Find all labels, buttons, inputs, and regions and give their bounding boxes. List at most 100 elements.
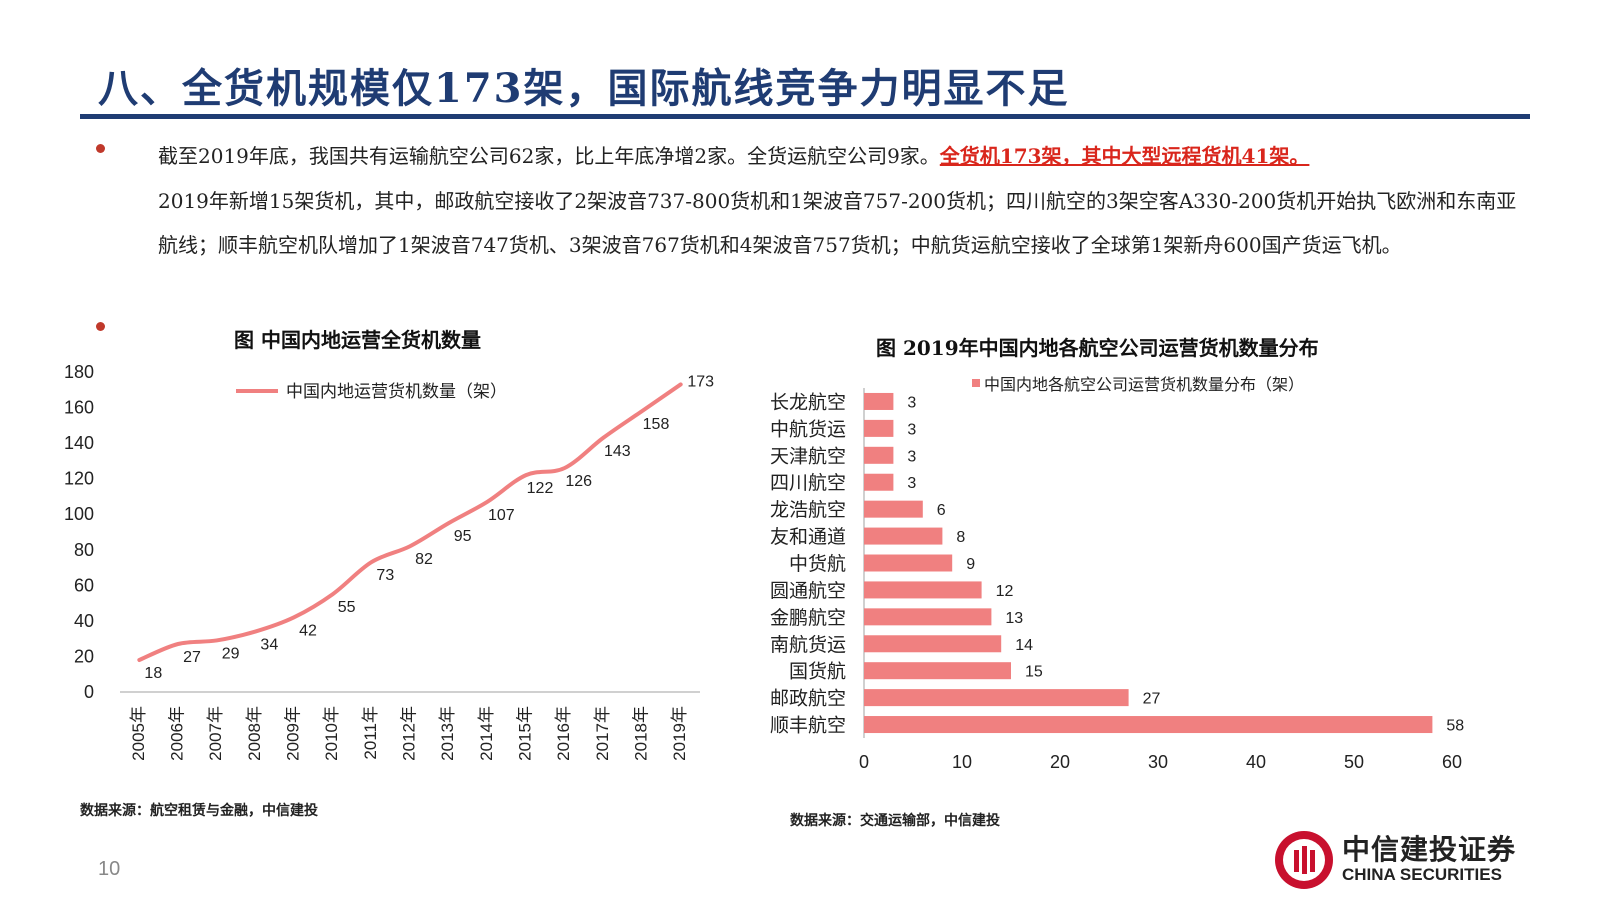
category-label: 金鹏航空: [770, 607, 846, 629]
y-tick-label: 100: [64, 504, 94, 524]
company-logo: 中信建投证券 CHINA SECURITIES: [1272, 828, 1516, 892]
x-tick-label: 2019年: [670, 706, 689, 761]
x-tick-label: 30: [1148, 752, 1168, 772]
y-tick-label: 120: [64, 469, 94, 489]
left-chart-title: 图 中国内地运营全货机数量: [234, 328, 481, 352]
bar: [864, 392, 894, 410]
body-highlight: 全货机173架，其中大型远程货机41架。: [939, 144, 1310, 168]
body-text-b: 2019年新增15架货机，其中，邮政航空接收了2架波音737-800货机和1架波…: [158, 188, 1517, 258]
x-tick-label: 2017年: [593, 706, 612, 761]
data-label: 13: [1005, 610, 1023, 627]
bullet-dot: [96, 322, 105, 331]
x-tick-label: 2006年: [167, 706, 186, 761]
data-label: 143: [604, 443, 631, 460]
bar: [864, 662, 1011, 680]
y-tick-label: 180: [64, 362, 94, 382]
data-label: 9: [966, 556, 975, 573]
x-tick-label: 0: [859, 752, 869, 772]
data-label: 6: [937, 502, 946, 519]
data-label: 15: [1025, 664, 1043, 681]
x-tick-label: 20: [1050, 752, 1070, 772]
data-label: 82: [415, 551, 433, 568]
x-tick-label: 2012年: [399, 706, 418, 761]
data-label: 55: [338, 599, 356, 616]
series-line: [137, 382, 683, 662]
y-tick-label: 40: [74, 611, 94, 631]
category-label: 中货航: [789, 553, 846, 575]
bar: [864, 716, 1433, 734]
bar: [864, 581, 982, 599]
x-tick-label: 2007年: [206, 706, 225, 761]
x-tick-label: 2015年: [515, 706, 534, 761]
data-label: 3: [907, 475, 916, 492]
data-label: 3: [907, 448, 916, 465]
category-label: 友和通道: [770, 526, 846, 548]
data-label: 173: [687, 373, 714, 390]
x-tick-label: 60: [1442, 752, 1462, 772]
x-tick-label: 2009年: [283, 706, 302, 761]
bar: [864, 419, 894, 437]
x-tick-label: 2018年: [631, 706, 650, 761]
data-label: 158: [643, 416, 670, 433]
y-tick-label: 160: [64, 398, 94, 418]
data-label: 42: [299, 622, 317, 639]
data-label: 122: [527, 480, 554, 497]
category-label: 圆通航空: [770, 580, 846, 602]
category-label: 天津航空: [770, 445, 846, 467]
x-tick-label: 40: [1246, 752, 1266, 772]
page-title: 八、全货机规模仅173架，国际航线竞争力明显不足: [98, 65, 1070, 112]
x-tick-label: 2014年: [477, 706, 496, 761]
data-label: 18: [144, 665, 162, 682]
category-label: 邮政航空: [770, 688, 846, 710]
y-tick-label: 60: [74, 575, 94, 595]
data-label: 27: [1143, 691, 1161, 708]
y-tick-label: 20: [74, 646, 94, 666]
category-label: 顺丰航空: [770, 715, 846, 737]
body-text-a: 截至2019年底，我国共有运输航空公司62家，比上年底净增2家。全货运航空公司9…: [158, 144, 940, 168]
data-label: 3: [907, 421, 916, 438]
line-chart: 0 20 40 60 80 100 120 140 160 180 2005年 2006年 2007年 2…: [64, 362, 714, 761]
x-tick-label: 10: [952, 752, 972, 772]
logo-emblem-icon: [1275, 831, 1333, 889]
legend-label: 中国内地运营货机数量（架）: [286, 382, 507, 401]
logo-text-en: CHINA SECURITIES: [1342, 865, 1502, 884]
category-label: 南航货运: [770, 634, 846, 656]
data-label: 29: [222, 645, 240, 662]
x-tick-label: 2005年: [129, 706, 148, 761]
x-tick-label: 2013年: [438, 706, 457, 761]
data-label: 8: [956, 529, 965, 546]
right-chart-source: 数据来源：交通运输部，中信建投: [790, 813, 1000, 829]
data-label: 12: [996, 583, 1014, 600]
bar: [864, 527, 943, 545]
data-label: 27: [183, 649, 201, 666]
data-label: 14: [1015, 637, 1033, 654]
x-tick-label: 2011年: [361, 706, 380, 760]
x-tick-label: 2016年: [554, 706, 573, 761]
y-tick-label: 140: [64, 433, 94, 453]
category-label: 龙浩航空: [770, 499, 846, 521]
left-chart-source: 数据来源：航空租赁与金融，中信建投: [80, 803, 318, 819]
x-tick-label: 2010年: [322, 706, 341, 761]
data-label: 34: [260, 637, 278, 654]
category-label: 中航货运: [770, 418, 846, 440]
data-label: 3: [907, 394, 916, 411]
title-divider: [80, 114, 1530, 119]
right-chart-title: 图 2019年中国内地各航空公司运营货机数量分布: [876, 336, 1319, 360]
bar: [864, 446, 894, 464]
data-label: 58: [1446, 718, 1464, 735]
data-label: 126: [565, 473, 592, 490]
logo-text-cn: 中信建投证券: [1342, 833, 1517, 866]
category-label: 四川航空: [770, 472, 846, 494]
page-number: 10: [98, 858, 121, 880]
y-tick-label: 80: [74, 540, 94, 560]
category-label: 国货航: [789, 661, 846, 683]
bar: [864, 554, 953, 572]
bar: [864, 500, 923, 518]
legend-swatch: [972, 379, 980, 387]
bar: [864, 689, 1129, 707]
bar: [864, 635, 1002, 653]
bar: [864, 608, 992, 626]
bullet-dot: [96, 144, 105, 153]
y-tick-label: 0: [84, 682, 94, 702]
data-label: 107: [488, 507, 515, 524]
